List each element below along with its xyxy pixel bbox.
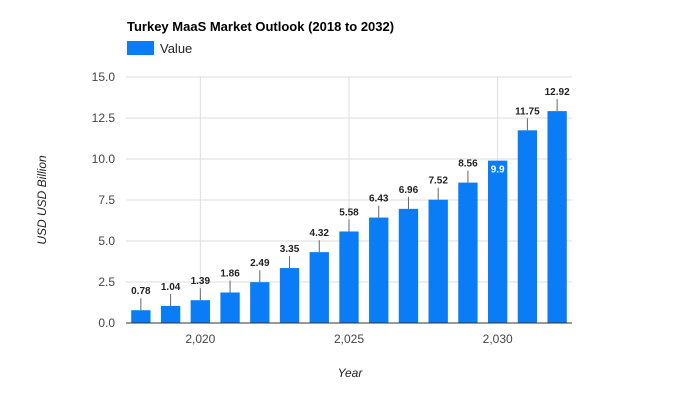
bar bbox=[250, 282, 270, 323]
y-tick-label: 10.0 bbox=[92, 152, 116, 166]
bar bbox=[369, 217, 389, 323]
y-axis-title: USD USD Billion bbox=[35, 155, 49, 245]
bars bbox=[131, 111, 567, 323]
data-label: 2.49 bbox=[250, 258, 270, 269]
x-tick-label: 2,030 bbox=[483, 332, 513, 346]
data-label: 5.58 bbox=[339, 207, 359, 218]
bar bbox=[458, 182, 478, 323]
bar bbox=[339, 231, 359, 323]
data-label: 1.04 bbox=[161, 282, 181, 293]
data-label: 7.52 bbox=[428, 176, 448, 187]
bar bbox=[488, 160, 508, 323]
bar bbox=[517, 130, 538, 323]
data-label: 12.92 bbox=[545, 87, 570, 98]
bar bbox=[547, 111, 567, 323]
y-tick-label: 2.5 bbox=[98, 275, 115, 289]
legend-label: Value bbox=[160, 41, 192, 56]
data-label: 11.75 bbox=[515, 106, 540, 117]
bar bbox=[428, 199, 448, 323]
data-label: 8.56 bbox=[458, 159, 478, 170]
bar bbox=[190, 300, 210, 323]
data-label: 4.32 bbox=[310, 228, 330, 239]
data-label: 0.78 bbox=[131, 286, 151, 297]
data-label: 1.86 bbox=[220, 268, 240, 279]
bar bbox=[279, 268, 300, 323]
data-label: 1.39 bbox=[191, 276, 211, 287]
data-label: 3.35 bbox=[280, 244, 300, 255]
x-tick-label: 2,025 bbox=[334, 332, 364, 346]
y-tick-label: 15.0 bbox=[92, 70, 116, 84]
bar bbox=[398, 208, 419, 323]
bar bbox=[309, 252, 329, 323]
bar bbox=[131, 310, 151, 323]
data-label: 6.43 bbox=[369, 194, 389, 205]
axes: 0.0 2.5 5.0 7.5 10.0 12.5 15.0 2,020 2,025 2,030 bbox=[92, 70, 572, 346]
y-tick-label: 12.5 bbox=[92, 111, 116, 125]
data-label: 6.96 bbox=[399, 185, 419, 196]
y-tick-label: 5.0 bbox=[98, 234, 115, 248]
legend: Value bbox=[127, 41, 192, 56]
y-tick-label: 0.0 bbox=[98, 316, 115, 330]
x-tick-label: 2,020 bbox=[185, 332, 215, 346]
legend-swatch bbox=[127, 41, 154, 55]
data-label: 9.9 bbox=[491, 165, 505, 176]
chart-title: Turkey MaaS Market Outlook (2018 to 2032… bbox=[127, 19, 394, 34]
data-labels: 0.78 1.04 1.39 1.86 2.49 3.35 4.32 5.58 6.43 6.96… bbox=[131, 87, 570, 311]
x-axis-title: Year bbox=[338, 366, 364, 380]
bar bbox=[160, 305, 181, 323]
y-tick-label: 7.5 bbox=[98, 193, 115, 207]
bar bbox=[220, 292, 240, 323]
